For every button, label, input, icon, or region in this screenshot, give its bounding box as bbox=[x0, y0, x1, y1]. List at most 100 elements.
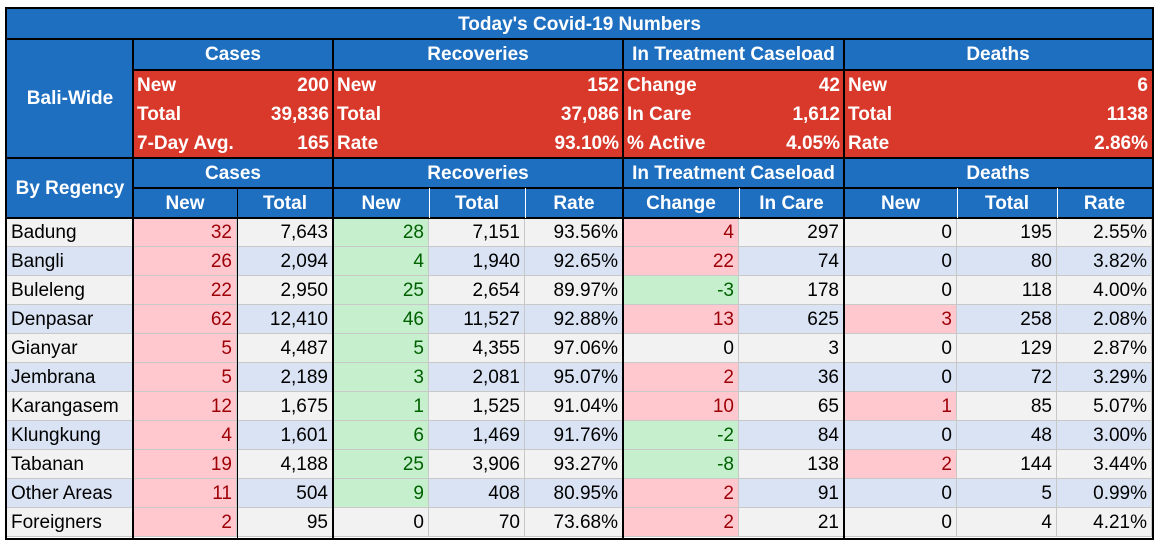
table-cell-cases_new: 4 bbox=[133, 421, 237, 450]
bali-recoveries-label: New bbox=[333, 70, 525, 100]
table-cell-death_rate: 3.29% bbox=[1057, 363, 1152, 392]
table-cell-deaths_new: 0 bbox=[844, 508, 957, 537]
bali-cases-header: Cases bbox=[133, 39, 333, 70]
table-cell-rec_new: 25 bbox=[333, 276, 429, 305]
table-cell-rec_rate: 91.76% bbox=[525, 421, 623, 450]
bali-recoveries-value: 37,086 bbox=[525, 99, 623, 129]
bali-recoveries-label: Rate bbox=[333, 128, 525, 158]
column-header-2: New bbox=[333, 188, 429, 218]
table-cell-cases_total: 2,950 bbox=[237, 276, 333, 305]
table-cell-rec_total: 11,527 bbox=[429, 305, 525, 334]
group-header-3: Deaths bbox=[844, 158, 1152, 188]
table-cell-deaths_total: 118 bbox=[957, 276, 1057, 305]
table-cell-deaths_total: 4 bbox=[957, 508, 1057, 537]
bali-recoveries-header: Recoveries bbox=[333, 39, 623, 70]
regency-name: Karangasem bbox=[7, 392, 133, 421]
table-cell-death_rate: 5.07% bbox=[1057, 392, 1152, 421]
column-header-9: Rate bbox=[1057, 188, 1152, 218]
bali-recoveries-label: Total bbox=[333, 99, 525, 129]
table-cell-rec_rate: 92.88% bbox=[525, 305, 623, 334]
regency-name: Bangli bbox=[7, 247, 133, 276]
table-cell-in_care: 178 bbox=[739, 276, 844, 305]
table-cell-death_rate: 2.08% bbox=[1057, 305, 1152, 334]
table-cell-rec_new: 4 bbox=[333, 247, 429, 276]
table-cell-in_care: 91 bbox=[739, 479, 844, 508]
table-cell-change: -8 bbox=[623, 450, 739, 479]
table-cell-rec_new: 6 bbox=[333, 421, 429, 450]
table-cell-rec_new: 1 bbox=[333, 392, 429, 421]
table-cell-deaths_total: 48 bbox=[957, 421, 1057, 450]
table-cell-death_rate: 2.87% bbox=[1057, 334, 1152, 363]
table-cell-deaths_new: 0 bbox=[844, 218, 957, 247]
bali-cases-label: New bbox=[133, 70, 237, 100]
bali-deaths-value: 2.86% bbox=[1057, 128, 1152, 158]
table-cell-change: 4 bbox=[623, 218, 739, 247]
bali-treatment-label: Change bbox=[623, 70, 739, 100]
column-header-4: Rate bbox=[525, 188, 623, 218]
bali-deaths-header: Deaths bbox=[844, 39, 1152, 70]
table-cell-change: 13 bbox=[623, 305, 739, 334]
grid-vline bbox=[525, 188, 526, 218]
table-cell-in_care: 297 bbox=[739, 218, 844, 247]
column-header-0: New bbox=[133, 188, 237, 218]
table-cell-death_rate: 3.82% bbox=[1057, 247, 1152, 276]
bali-treatment-value: 42 bbox=[739, 70, 844, 100]
grid-vline bbox=[843, 39, 845, 540]
table-cell-in_care: 3 bbox=[739, 334, 844, 363]
table-cell-rec_total: 2,081 bbox=[429, 363, 525, 392]
table-cell-cases_total: 7,643 bbox=[237, 218, 333, 247]
table-cell-deaths_new: 0 bbox=[844, 479, 957, 508]
grid-hline bbox=[7, 38, 1152, 40]
bali-wide-label: Bali-Wide bbox=[7, 39, 133, 158]
table-cell-rec_rate: 91.04% bbox=[525, 392, 623, 421]
table-cell-cases_total: 2,094 bbox=[237, 247, 333, 276]
table-cell-rec_total: 2,654 bbox=[429, 276, 525, 305]
grid-vline bbox=[957, 188, 958, 218]
grid-hline bbox=[7, 217, 1152, 219]
bali-cases-value: 39,836 bbox=[237, 99, 333, 129]
grid-vline bbox=[739, 188, 740, 218]
bali-deaths-label: Total bbox=[844, 99, 1057, 129]
table-cell-change: 2 bbox=[623, 508, 739, 537]
table-cell-in_care: 65 bbox=[739, 392, 844, 421]
table-cell-cases_new: 11 bbox=[133, 479, 237, 508]
table-cell-rec_rate: 95.07% bbox=[525, 363, 623, 392]
table-cell-cases_new: 22 bbox=[133, 276, 237, 305]
table-cell-death_rate: 0.99% bbox=[1057, 479, 1152, 508]
table-cell-rec_rate: 73.68% bbox=[525, 508, 623, 537]
table-cell-deaths_new: 3 bbox=[844, 305, 957, 334]
table-cell-cases_total: 4,487 bbox=[237, 334, 333, 363]
table-cell-deaths_new: 1 bbox=[844, 392, 957, 421]
regency-name: Badung bbox=[7, 218, 133, 247]
table-cell-rec_new: 9 bbox=[333, 479, 429, 508]
regency-name: Tabanan bbox=[7, 450, 133, 479]
bali-deaths-label: Rate bbox=[844, 128, 1057, 158]
table-cell-cases_total: 1,601 bbox=[237, 421, 333, 450]
bali-cases-value: 165 bbox=[237, 128, 333, 158]
table-cell-death_rate: 3.00% bbox=[1057, 421, 1152, 450]
column-header-3: Total bbox=[429, 188, 525, 218]
table-cell-rec_rate: 97.06% bbox=[525, 334, 623, 363]
table-cell-deaths_total: 258 bbox=[957, 305, 1057, 334]
table-cell-cases_new: 12 bbox=[133, 392, 237, 421]
table-cell-rec_total: 1,469 bbox=[429, 421, 525, 450]
table-cell-rec_total: 70 bbox=[429, 508, 525, 537]
table-cell-in_care: 21 bbox=[739, 508, 844, 537]
table-cell-rec_new: 0 bbox=[333, 508, 429, 537]
column-header-7: New bbox=[844, 188, 957, 218]
table-cell-cases_new: 32 bbox=[133, 218, 237, 247]
bali-deaths-value: 6 bbox=[1057, 70, 1152, 100]
bali-treatment-value: 1,612 bbox=[739, 99, 844, 129]
table-cell-deaths_total: 144 bbox=[957, 450, 1057, 479]
table-cell-deaths_new: 0 bbox=[844, 334, 957, 363]
table-cell-rec_new: 5 bbox=[333, 334, 429, 363]
bali-treatment-label: In Care bbox=[623, 99, 739, 129]
table-cell-change: 2 bbox=[623, 363, 739, 392]
bali-treatment-value: 4.05% bbox=[739, 128, 844, 158]
table-cell-rec_total: 7,151 bbox=[429, 218, 525, 247]
table-cell-cases_new: 5 bbox=[133, 334, 237, 363]
table-cell-change: 22 bbox=[623, 247, 739, 276]
table-cell-in_care: 138 bbox=[739, 450, 844, 479]
column-header-6: In Care bbox=[739, 188, 844, 218]
table-cell-deaths_total: 5 bbox=[957, 479, 1057, 508]
